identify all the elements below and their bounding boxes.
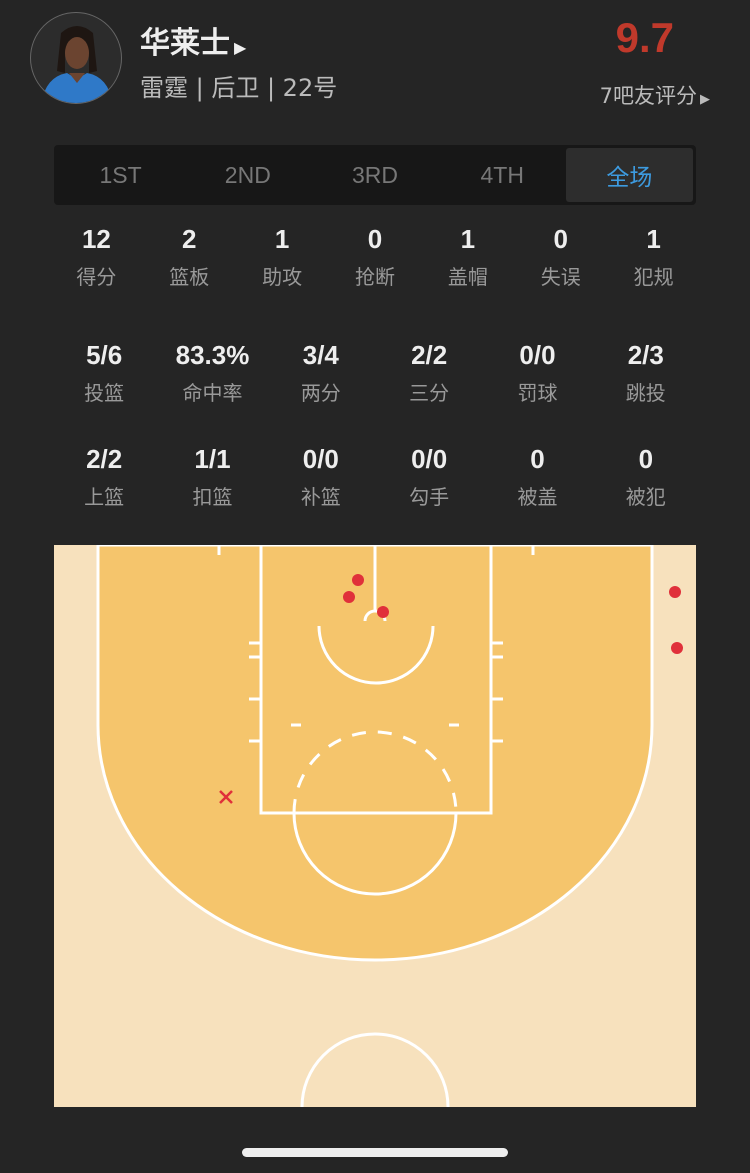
stat-basic: 12 得分 <box>50 224 143 290</box>
stat-basic: 0 抢断 <box>329 224 422 290</box>
stat-shooting: 0/0 罚球 <box>483 340 591 406</box>
stat-value: 12 <box>81 224 111 254</box>
made-shot-marker <box>352 574 364 586</box>
made-shot-marker <box>343 591 355 603</box>
stat-basic: 1 盖帽 <box>421 224 514 290</box>
stat-label: 补篮 <box>300 485 341 509</box>
tab-2nd[interactable]: 2ND <box>224 161 271 188</box>
stat-value: 1/1 <box>194 444 231 474</box>
stat-value: 0 <box>530 444 545 474</box>
stat-label: 被盖 <box>517 485 558 509</box>
stat-basic: 2 篮板 <box>143 224 236 290</box>
tab-3rd[interactable]: 3RD <box>352 161 399 188</box>
stat-value: 5/6 <box>86 340 123 370</box>
stat-value: 83.3% <box>175 340 250 370</box>
stat-label: 命中率 <box>182 381 243 405</box>
tab-1st[interactable]: 1ST <box>99 161 142 188</box>
stat-shot_types: 1/1 扣篮 <box>158 444 266 510</box>
stat-label: 失误 <box>540 265 581 289</box>
shots <box>219 574 683 804</box>
stat-label: 盖帽 <box>447 265 488 289</box>
stat-shooting: 2/2 三分 <box>375 340 483 406</box>
stat-value: 3/4 <box>302 340 339 370</box>
three-point-area <box>96 545 654 962</box>
stat-shot_types: 0 被犯 <box>592 444 700 510</box>
stat-shooting: 3/4 两分 <box>267 340 375 406</box>
stat-value: 1 <box>646 224 661 254</box>
stat-label: 两分 <box>300 381 341 405</box>
stat-label: 罚球 <box>517 381 558 405</box>
stat-shot_types: 0/0 补篮 <box>267 444 375 510</box>
play-arrow-icon: ▶ <box>234 38 247 57</box>
court-lines <box>217 545 535 1107</box>
player-info: 雷霆 | 后卫 | 22号 <box>140 74 338 102</box>
stat-shooting: 83.3% 命中率 <box>158 340 266 406</box>
home-indicator[interactable] <box>242 1148 508 1157</box>
stat-label: 扣篮 <box>192 485 233 509</box>
stat-value: 0 <box>553 224 568 254</box>
stat-label: 抢断 <box>355 265 395 289</box>
stat-value: 0 <box>638 444 654 474</box>
stat-basic: 1 犯规 <box>607 224 700 290</box>
stat-label: 投篮 <box>84 381 125 405</box>
stat-value: 2/3 <box>627 340 664 370</box>
stat-label: 上篮 <box>84 485 125 509</box>
missed-shot-marker <box>219 790 233 804</box>
stat-basic: 0 失误 <box>514 224 607 290</box>
made-shot-marker <box>377 606 389 618</box>
shot-type-stats: 2/2 上篮 1/1 扣篮 0/0 补篮 0/0 勾手 0 被盖 0 被犯 <box>50 444 700 510</box>
period-tabs: 1ST 2ND 3RD 4TH 全场 <box>54 145 696 205</box>
player-rating: 9.7 <box>615 14 674 61</box>
stat-label: 被犯 <box>625 485 666 509</box>
stat-value: 0/0 <box>302 444 339 474</box>
stat-value: 2 <box>182 224 197 254</box>
shooting-stats: 5/6 投篮 83.3% 命中率 3/4 两分 2/2 三分 0/0 罚球 2/3 跳投 <box>50 340 700 406</box>
stat-value: 0/0 <box>519 340 556 370</box>
stat-label: 助攻 <box>262 265 303 289</box>
stat-shot_types: 0 被盖 <box>483 444 591 510</box>
tab-4th[interactable]: 4TH <box>480 161 524 188</box>
stat-value: 2/2 <box>411 340 448 370</box>
tab-full-game[interactable]: 全场 <box>565 148 694 202</box>
stat-shot_types: 0/0 勾手 <box>375 444 483 510</box>
stat-label: 犯规 <box>633 265 674 289</box>
stat-label: 勾手 <box>409 485 450 509</box>
stat-shooting: 5/6 投篮 <box>50 340 158 406</box>
play-arrow-icon: ▶ <box>700 92 710 107</box>
shot-chart <box>54 545 696 1107</box>
stat-label: 篮板 <box>169 265 210 289</box>
stat-value: 2/2 <box>86 444 123 474</box>
stat-shooting: 2/3 跳投 <box>592 340 700 406</box>
stat-shot_types: 2/2 上篮 <box>50 444 158 510</box>
player-name[interactable]: 华莱士 ▶ <box>140 26 247 61</box>
made-shot-marker <box>671 642 683 654</box>
stat-label: 得分 <box>76 265 117 289</box>
basic-stats: 12 得分 2 篮板 1 助攻 0 抢断 1 盖帽 0 失误 1 犯规 <box>50 224 700 290</box>
stat-label: 跳投 <box>625 381 666 405</box>
rating-link[interactable]: 7吧友评分 ▶ <box>599 84 710 108</box>
stat-value: 0 <box>367 224 383 254</box>
player-photo-icon <box>41 26 113 103</box>
stat-value: 1 <box>274 224 290 254</box>
stat-value: 0/0 <box>411 444 448 474</box>
player-avatar[interactable] <box>30 12 122 104</box>
made-shot-marker <box>669 586 681 598</box>
stat-value: 1 <box>460 224 476 254</box>
stat-basic: 1 助攻 <box>236 224 329 290</box>
stat-label: 三分 <box>409 381 450 405</box>
